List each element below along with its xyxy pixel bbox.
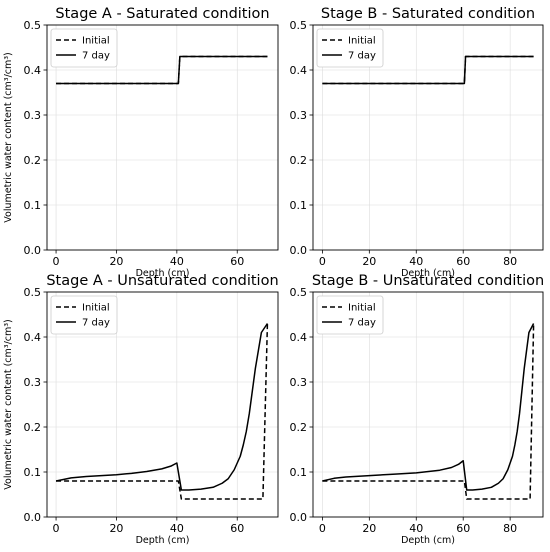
- y-tick-label: 0.3: [24, 376, 42, 389]
- series-line-7-day: [56, 55, 268, 85]
- x-axis-label: Depth (cm): [401, 535, 455, 546]
- chart-panel-3: 0 20 40 60 0.0 0.1 0.2 0.3 0.4 0.5 Stage A - Unsat…: [3, 273, 279, 546]
- x-tick-label: 0: [319, 255, 326, 268]
- y-axis-label: Volumetric water content (cm³/cm³): [3, 52, 14, 223]
- x-tick-label: 20: [362, 522, 376, 535]
- legend-label: Initial: [82, 36, 110, 47]
- legend-label: 7 day: [348, 51, 376, 62]
- x-tick-label: 40: [170, 255, 184, 268]
- series-line-7-day: [322, 323, 535, 491]
- chart-panel-2: 0 20 40 60 80 0.0 0.1 0.2 0.3 0.4 0.5 Stage B - Sat…: [290, 6, 544, 279]
- y-axis-label: Volumetric water content (cm³/cm³): [3, 319, 14, 490]
- series-line-initial: [322, 323, 535, 500]
- legend-label: 7 day: [348, 318, 376, 329]
- legend-label: 7 day: [82, 51, 110, 62]
- y-tick-label: 0.2: [24, 154, 42, 167]
- x-axis-label: Depth (cm): [401, 268, 455, 279]
- y-tick-label: 0.1: [290, 466, 308, 479]
- y-tick-label: 0.4: [290, 331, 308, 344]
- y-tick-label: 0.1: [290, 199, 308, 212]
- legend-box: [316, 28, 384, 68]
- y-tick-label: 0.0: [290, 244, 308, 257]
- y-tick-label: 0.4: [290, 64, 308, 77]
- x-axis-label: Depth (cm): [136, 268, 190, 279]
- legend-box: [316, 295, 384, 335]
- legend-box: [50, 28, 118, 68]
- legend-label: Initial: [348, 36, 376, 47]
- y-tick-label: 0.3: [24, 109, 42, 122]
- plot-frame: [46, 291, 279, 518]
- x-tick-label: 40: [409, 255, 423, 268]
- y-tick-label: 0.5: [24, 19, 42, 32]
- y-tick-label: 0.1: [24, 199, 42, 212]
- y-tick-label: 0.5: [290, 19, 308, 32]
- x-tick-label: 0: [319, 522, 326, 535]
- y-tick-label: 0.1: [24, 466, 42, 479]
- x-tick-label: 20: [109, 255, 123, 268]
- x-tick-label: 0: [53, 255, 60, 268]
- chart-title: Stage A - Saturated condition: [55, 6, 269, 22]
- chart-panel-1: 0 20 40 60 0.0 0.1 0.2 0.3 0.4 0.5 Stage A - Satur…: [3, 6, 279, 279]
- chart-title: Stage A - Unsaturated condition: [46, 273, 278, 289]
- y-tick-label: 0.4: [24, 331, 42, 344]
- legend-box: [50, 295, 118, 335]
- series-line-7-day: [322, 55, 534, 85]
- x-tick-label: 60: [230, 255, 244, 268]
- y-tick-label: 0.4: [24, 64, 42, 77]
- legend-label: Initial: [82, 303, 110, 314]
- y-tick-label: 0.3: [290, 109, 308, 122]
- y-tick-label: 0.0: [24, 244, 42, 257]
- y-tick-label: 0.2: [290, 154, 308, 167]
- y-tick-label: 0.2: [290, 421, 308, 434]
- plot-frame: [312, 291, 544, 518]
- x-tick-label: 80: [503, 522, 517, 535]
- plot-frame: [312, 24, 544, 251]
- y-tick-label: 0.0: [290, 511, 308, 524]
- x-tick-label: 20: [362, 255, 376, 268]
- x-tick-label: 40: [409, 522, 423, 535]
- x-tick-label: 40: [170, 522, 184, 535]
- x-tick-label: 60: [456, 255, 470, 268]
- plot-frame: [46, 24, 279, 251]
- y-tick-label: 0.2: [24, 421, 42, 434]
- y-tick-label: 0.5: [24, 286, 42, 299]
- y-tick-label: 0.0: [24, 511, 42, 524]
- legend-label: Initial: [348, 303, 376, 314]
- x-tick-label: 60: [230, 522, 244, 535]
- y-tick-label: 0.3: [290, 376, 308, 389]
- chart-title: Stage B - Saturated condition: [321, 6, 535, 22]
- x-tick-label: 80: [503, 255, 517, 268]
- x-tick-label: 60: [456, 522, 470, 535]
- y-tick-label: 0.5: [290, 286, 308, 299]
- x-tick-label: 0: [53, 522, 60, 535]
- x-axis-label: Depth (cm): [136, 535, 190, 546]
- legend-label: 7 day: [82, 318, 110, 329]
- chart-panel-4: 0 20 40 60 80 0.0 0.1 0.2 0.3 0.4 0.5 Stage B - Uns…: [290, 273, 545, 546]
- series-line-7-day: [55, 323, 269, 491]
- series-line-initial: [56, 323, 269, 500]
- x-tick-label: 20: [109, 522, 123, 535]
- chart-title: Stage B - Unsaturated condition: [312, 273, 544, 289]
